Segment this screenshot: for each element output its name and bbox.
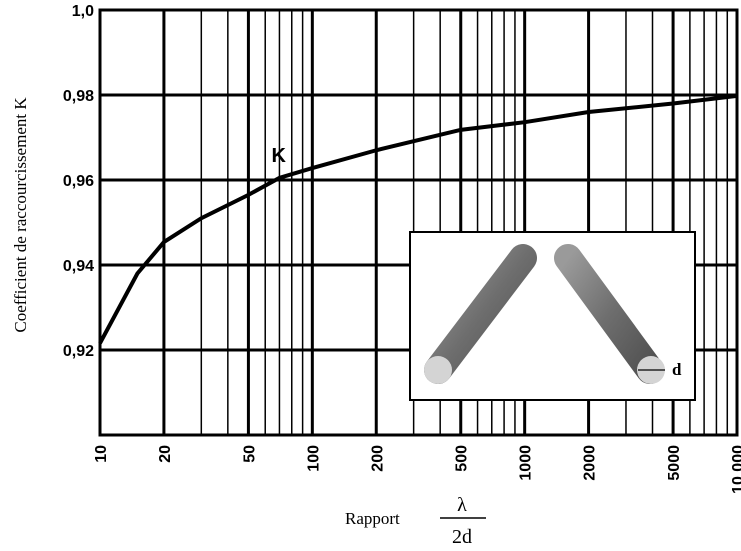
curve-label: K	[271, 145, 286, 167]
x-tick-label: 20	[157, 445, 174, 463]
x-tick-label: 50	[241, 445, 258, 463]
x-label-numerator: λ	[457, 494, 467, 516]
x-tick-label: 10	[93, 445, 110, 463]
x-tick-label: 10 000	[730, 445, 741, 494]
inset-label: d	[672, 360, 682, 379]
dipole-arm	[554, 244, 664, 384]
dipole-arm	[424, 244, 537, 384]
y-tick-label: 0,92	[63, 343, 94, 360]
y-tick-label: 0,98	[63, 88, 94, 105]
curve	[98, 93, 738, 345]
inset: d	[409, 231, 696, 401]
x-label-denominator: 2d	[452, 526, 472, 548]
y-tick-label: 1,0	[72, 3, 94, 20]
y-axis-label: Coefficient de raccourcissement K	[11, 97, 30, 333]
y-tick-label: 0,94	[63, 258, 94, 275]
x-axis-label: Rapport	[345, 509, 400, 528]
dipole-end	[424, 356, 452, 384]
x-tick-label: 1000	[518, 445, 535, 481]
y-tick-label: 0,96	[63, 173, 94, 190]
x-tick-label: 100	[305, 445, 322, 472]
x-tick-label: 5000	[666, 445, 683, 481]
x-tick-label: 200	[369, 445, 386, 472]
x-tick-label: 2000	[582, 445, 599, 481]
x-tick-label: 500	[454, 445, 471, 472]
